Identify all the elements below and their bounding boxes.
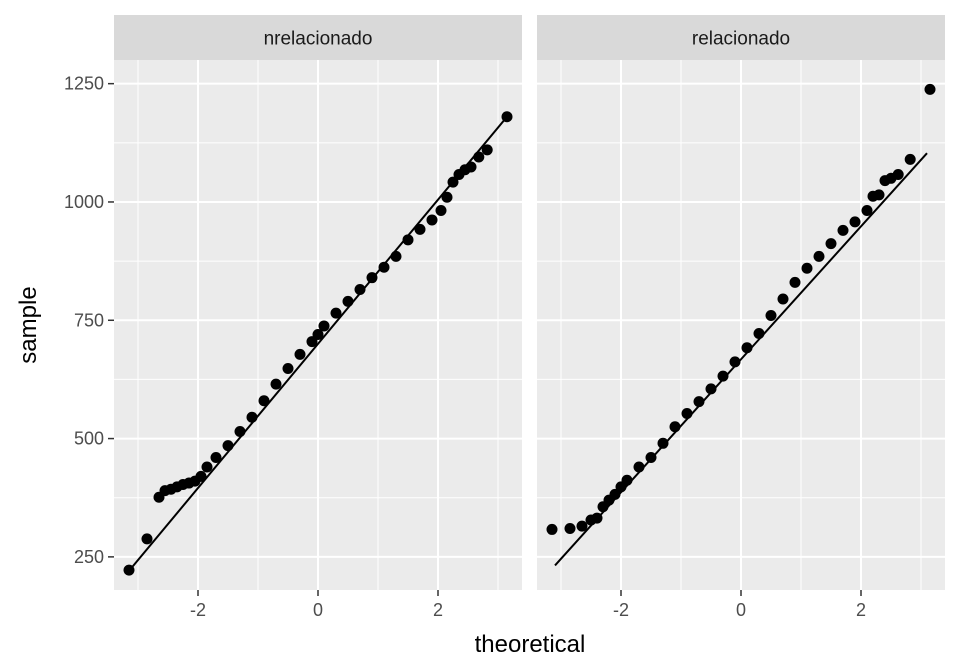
data-point xyxy=(234,425,246,437)
data-point xyxy=(564,522,576,534)
x-tick-label: 2 xyxy=(433,600,443,620)
data-point xyxy=(825,238,837,250)
data-point xyxy=(426,214,438,226)
x-tick-label: 0 xyxy=(313,600,323,620)
data-point xyxy=(246,411,258,423)
data-point xyxy=(435,204,447,216)
data-point xyxy=(693,396,705,408)
data-point xyxy=(282,363,294,375)
data-point xyxy=(633,461,645,473)
data-point xyxy=(447,176,459,188)
y-tick-label: 1000 xyxy=(64,192,104,212)
data-point xyxy=(741,342,753,354)
x-tick-label: 2 xyxy=(856,600,866,620)
data-point xyxy=(354,284,366,296)
data-point xyxy=(705,383,717,395)
y-tick-label: 250 xyxy=(74,547,104,567)
data-point xyxy=(924,83,936,95)
y-axis-title: sample xyxy=(15,286,42,363)
data-point xyxy=(621,474,633,486)
facet-strip xyxy=(114,15,522,60)
data-point xyxy=(873,189,885,201)
data-point xyxy=(777,293,789,305)
data-point xyxy=(681,407,693,419)
data-point xyxy=(318,320,330,332)
facet-strip-label: relacionado xyxy=(692,29,790,50)
data-point xyxy=(195,470,207,482)
data-point xyxy=(294,348,306,360)
data-point xyxy=(657,437,669,449)
y-tick-label: 1250 xyxy=(64,74,104,94)
panel-relacionado: relacionado xyxy=(537,15,945,590)
data-point xyxy=(390,250,402,262)
data-point xyxy=(414,223,426,235)
data-point xyxy=(330,307,342,319)
data-point xyxy=(576,520,588,532)
x-tick-label: -2 xyxy=(190,600,206,620)
panel-nrelacionado: nrelacionado xyxy=(114,15,522,590)
data-point xyxy=(849,216,861,228)
data-point xyxy=(765,310,777,322)
data-point xyxy=(378,261,390,273)
facet-strip xyxy=(537,15,945,60)
y-axis: 250 500 750 1000 1250 xyxy=(64,74,114,567)
data-point xyxy=(669,421,681,433)
x-tick-label: -2 xyxy=(613,600,629,620)
panels-layer: nrelacionado relacionado xyxy=(114,15,945,590)
data-point xyxy=(123,564,135,576)
data-point xyxy=(801,262,813,274)
data-point xyxy=(813,250,825,262)
data-point xyxy=(366,272,378,284)
data-point xyxy=(402,234,414,246)
data-point xyxy=(789,276,801,288)
data-point xyxy=(753,328,765,340)
data-point xyxy=(546,523,558,535)
data-point xyxy=(729,356,741,368)
x-axis: -2 0 2 -2 0 2 xyxy=(190,590,866,620)
data-point xyxy=(501,111,513,123)
data-point xyxy=(441,191,453,203)
data-point xyxy=(270,378,282,390)
data-point xyxy=(904,153,916,165)
data-point xyxy=(645,452,657,463)
y-tick-label: 750 xyxy=(74,310,104,330)
x-axis-title: theoretical xyxy=(475,631,586,658)
data-point xyxy=(312,328,324,340)
data-point xyxy=(258,395,270,407)
y-tick-label: 500 xyxy=(74,429,104,449)
data-point xyxy=(342,295,354,307)
data-point xyxy=(465,161,477,173)
data-point xyxy=(210,452,222,463)
data-point xyxy=(473,151,485,163)
x-tick-label: 0 xyxy=(736,600,746,620)
data-point xyxy=(892,169,904,181)
data-point xyxy=(481,144,493,156)
data-point xyxy=(717,370,729,382)
data-point xyxy=(861,204,873,216)
data-point xyxy=(609,488,621,500)
data-point xyxy=(222,440,234,452)
data-point xyxy=(141,533,153,545)
data-point xyxy=(201,461,213,473)
data-point xyxy=(837,224,849,236)
qq-reference-line xyxy=(131,116,508,568)
data-point xyxy=(591,512,603,524)
facet-strip-label: nrelacionado xyxy=(264,29,373,50)
